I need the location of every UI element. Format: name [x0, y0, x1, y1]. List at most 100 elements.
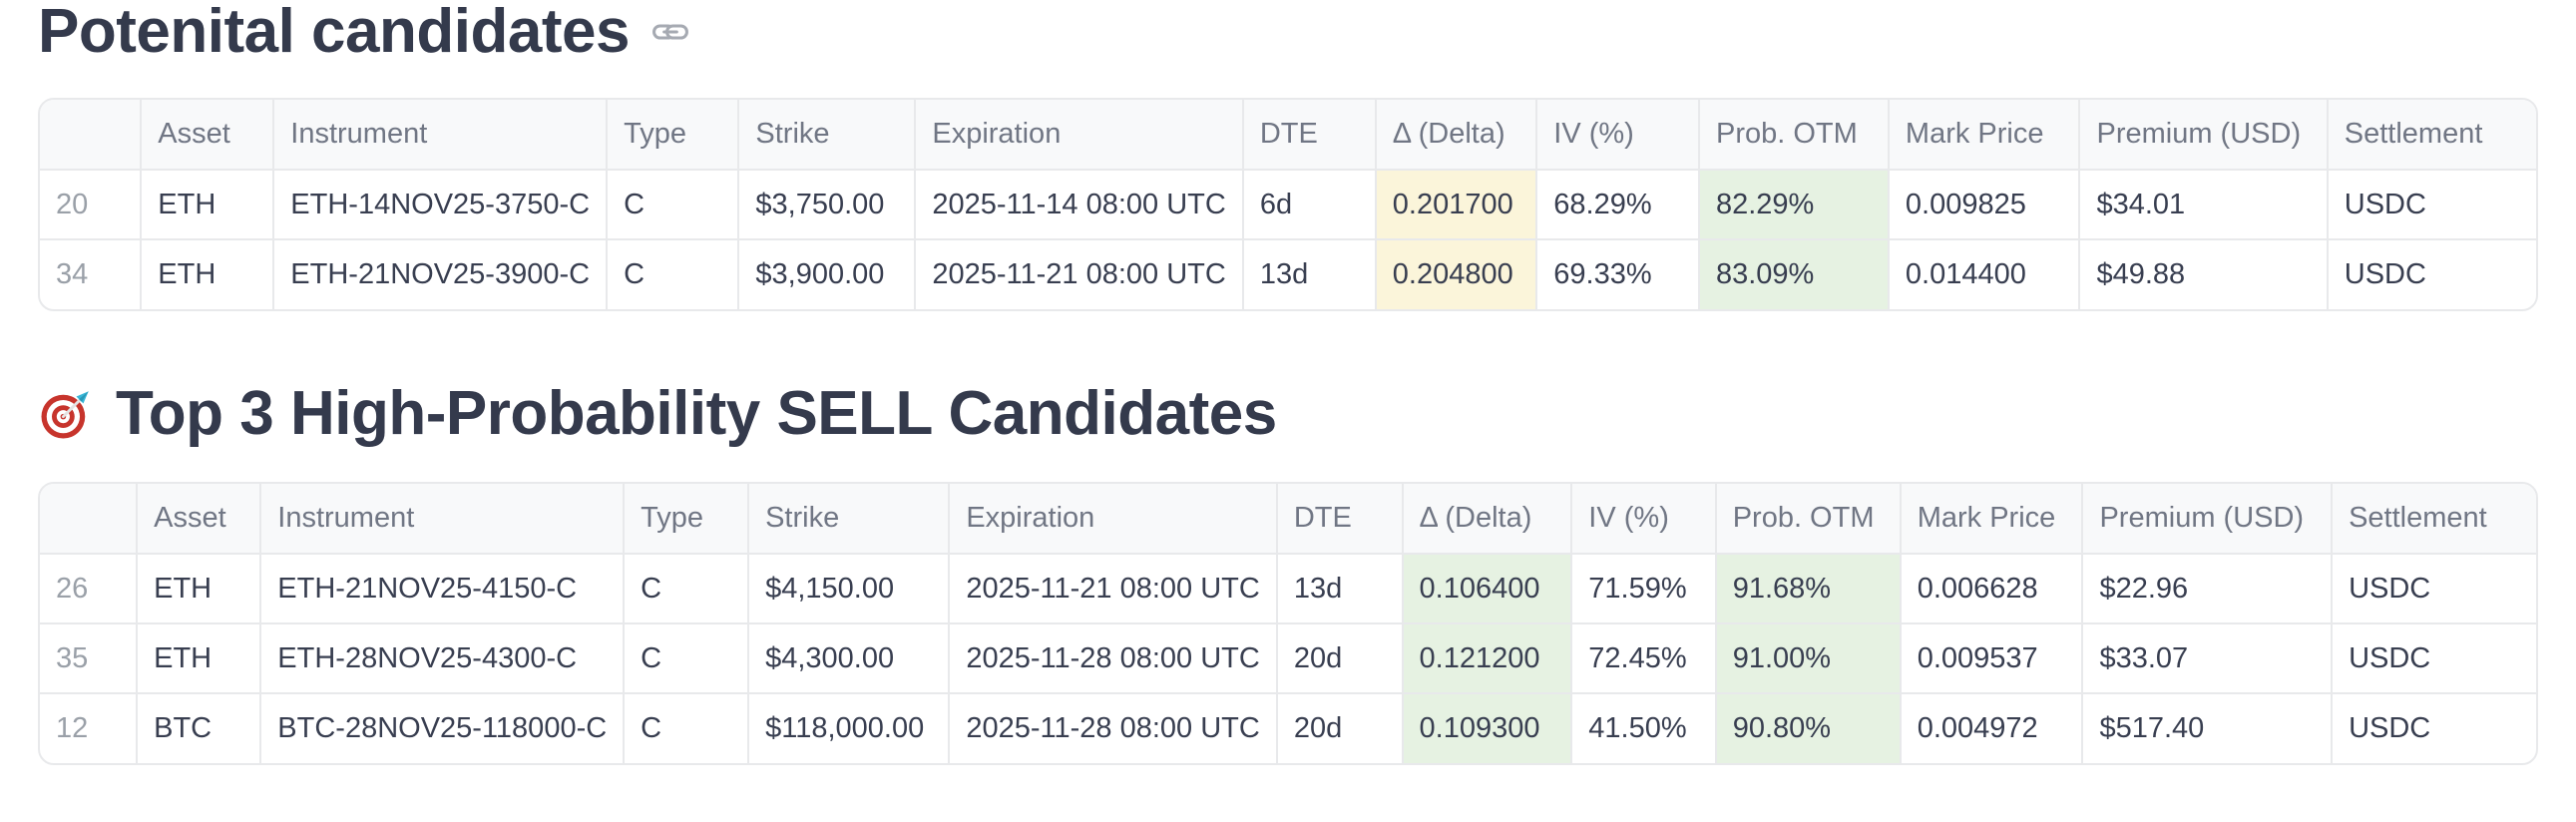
cell-dte: 13d [1242, 239, 1377, 309]
cell-dte: 20d [1276, 623, 1404, 694]
cell-iv: 41.50% [1571, 693, 1717, 763]
cell-delta: 0.109300 [1402, 693, 1573, 763]
table-row: 35 ETH ETH-28NOV25-4300-C C $4,300.00 2025-11… [40, 623, 2536, 694]
cell-expiration: 2025-11-28 08:00 UTC [949, 693, 1278, 763]
table-row: 12 BTC BTC-28NOV25-118000-C C $118,000.00 202… [40, 693, 2536, 763]
cell-mark_price: 0.014400 [1888, 239, 2081, 309]
cell-delta: 0.121200 [1402, 623, 1573, 694]
cell-asset: ETH [137, 623, 262, 694]
cell-type: C [624, 693, 750, 763]
cell-mark_price: 0.006628 [1900, 554, 2084, 624]
cell-prob_otm: 82.29% [1698, 170, 1890, 240]
cell-index: 35 [40, 623, 139, 694]
cell-premium: $49.88 [2079, 239, 2329, 309]
column-header-type: Type [624, 484, 750, 555]
column-header-strike: Strike [748, 484, 951, 555]
cell-prob_otm: 91.68% [1715, 554, 1902, 624]
target-dart-icon [38, 386, 94, 442]
column-header-asset: Asset [141, 100, 275, 171]
cell-settlement: USDC [2332, 623, 2536, 694]
column-header-asset: Asset [137, 484, 262, 555]
cell-prob_otm: 83.09% [1698, 239, 1890, 309]
cell-iv: 68.29% [1536, 170, 1700, 240]
cell-expiration: 2025-11-21 08:00 UTC [915, 239, 1244, 309]
column-header-strike: Strike [738, 100, 917, 171]
column-header-dte: DTE [1276, 484, 1404, 555]
column-header-instrument: Instrument [260, 484, 626, 555]
column-header-premium: Premium (USD) [2079, 100, 2329, 171]
cell-settlement: USDC [2327, 170, 2536, 240]
section-heading-potential-candidates: Potenital candidates [38, 0, 2538, 64]
cell-prob_otm: 90.80% [1715, 693, 1902, 763]
cell-expiration: 2025-11-28 08:00 UTC [949, 623, 1278, 694]
cell-delta: 0.201700 [1375, 170, 1538, 240]
cell-asset: ETH [141, 170, 275, 240]
cell-instrument: ETH-14NOV25-3750-C [273, 170, 609, 240]
column-header-dte: DTE [1242, 100, 1377, 171]
cell-index: 26 [40, 554, 139, 624]
table-header-row: Asset Instrument Type Strike Expiration DTE Δ … [40, 100, 2536, 171]
cell-expiration: 2025-11-21 08:00 UTC [949, 554, 1278, 624]
column-header-instrument: Instrument [273, 100, 609, 171]
cell-asset: ETH [137, 554, 262, 624]
column-header-iv: IV (%) [1536, 100, 1700, 171]
heading-text: Top 3 High-Probability SELL Candidates [116, 379, 1277, 448]
top3-sell-candidates-table-wrap: Asset Instrument Type Strike Expiration DTE Δ … [38, 482, 2538, 765]
cell-settlement: USDC [2349, 712, 2431, 744]
column-header-expiration: Expiration [949, 484, 1278, 555]
column-header-expiration: Expiration [915, 100, 1244, 171]
potential-candidates-table: Asset Instrument Type Strike Expiration DTE Δ … [40, 100, 2536, 309]
cell-prob_otm: 91.00% [1715, 623, 1902, 694]
potential-candidates-table-wrap: Asset Instrument Type Strike Expiration DTE Δ … [38, 98, 2538, 311]
cell-settlement: USDC [2332, 554, 2536, 624]
cell-type: C [607, 239, 740, 309]
cell-strike: $4,300.00 [748, 623, 951, 694]
column-header-delta: Δ (Delta) [1375, 100, 1538, 171]
cell-asset: ETH [141, 239, 275, 309]
cell-index: 12 [40, 693, 139, 763]
column-header-settlement: Settlement [2327, 100, 2536, 171]
top3-sell-candidates-table: Asset Instrument Type Strike Expiration DTE Δ … [40, 484, 2536, 763]
cell-settlement: USDC [2344, 258, 2426, 290]
cell-mark_price: 0.009825 [1888, 170, 2081, 240]
cell-instrument: BTC-28NOV25-118000-C [260, 693, 626, 763]
cell-instrument: ETH-28NOV25-4300-C [260, 623, 626, 694]
heading-text: Potenital candidates [38, 0, 630, 66]
cell-strike: $4,150.00 [748, 554, 951, 624]
cell-index: 20 [40, 170, 143, 240]
column-header-mark_price: Mark Price [1888, 100, 2081, 171]
table-header-row: Asset Instrument Type Strike Expiration DTE Δ … [40, 484, 2536, 555]
cell-asset: BTC [137, 693, 262, 763]
cell-strike: $3,900.00 [738, 239, 917, 309]
column-header-premium: Premium (USD) [2082, 484, 2334, 555]
column-header-iv: IV (%) [1571, 484, 1717, 555]
cell-instrument: ETH-21NOV25-3900-C [273, 239, 609, 309]
cell-index: 34 [40, 239, 143, 309]
cell-delta: 0.204800 [1375, 239, 1538, 309]
cell-type: C [607, 170, 740, 240]
cell-mark_price: 0.004972 [1900, 693, 2084, 763]
column-header-index [40, 484, 139, 555]
cell-type: C [624, 554, 750, 624]
cell-premium: $33.07 [2082, 623, 2334, 694]
cell-premium: $22.96 [2082, 554, 2334, 624]
table-row: 26 ETH ETH-21NOV25-4150-C C $4,150.00 2025-11… [40, 554, 2536, 624]
cell-strike: $3,750.00 [738, 170, 917, 240]
cell-strike: $118,000.00 [748, 693, 951, 763]
column-header-mark_price: Mark Price [1900, 484, 2084, 555]
cell-delta: 0.106400 [1402, 554, 1573, 624]
column-header-settlement: Settlement [2332, 484, 2536, 555]
cell-instrument: ETH-21NOV25-4150-C [260, 554, 626, 624]
cell-premium: $517.40 [2082, 693, 2334, 763]
column-header-index [40, 100, 143, 171]
cell-expiration: 2025-11-14 08:00 UTC [915, 170, 1244, 240]
anchor-link-icon[interactable] [651, 13, 689, 51]
section-heading-top3-sell-candidates: Top 3 High-Probability SELL Candidates [38, 382, 2538, 446]
cell-dte: 20d [1276, 693, 1404, 763]
cell-dte: 6d [1242, 170, 1377, 240]
column-header-delta: Δ (Delta) [1402, 484, 1573, 555]
cell-premium: $34.01 [2079, 170, 2329, 240]
column-header-prob_otm: Prob. OTM [1698, 100, 1890, 171]
page: Potenital candidates Asset Instrument Type… [38, 0, 2538, 765]
cell-iv: 71.59% [1571, 554, 1717, 624]
